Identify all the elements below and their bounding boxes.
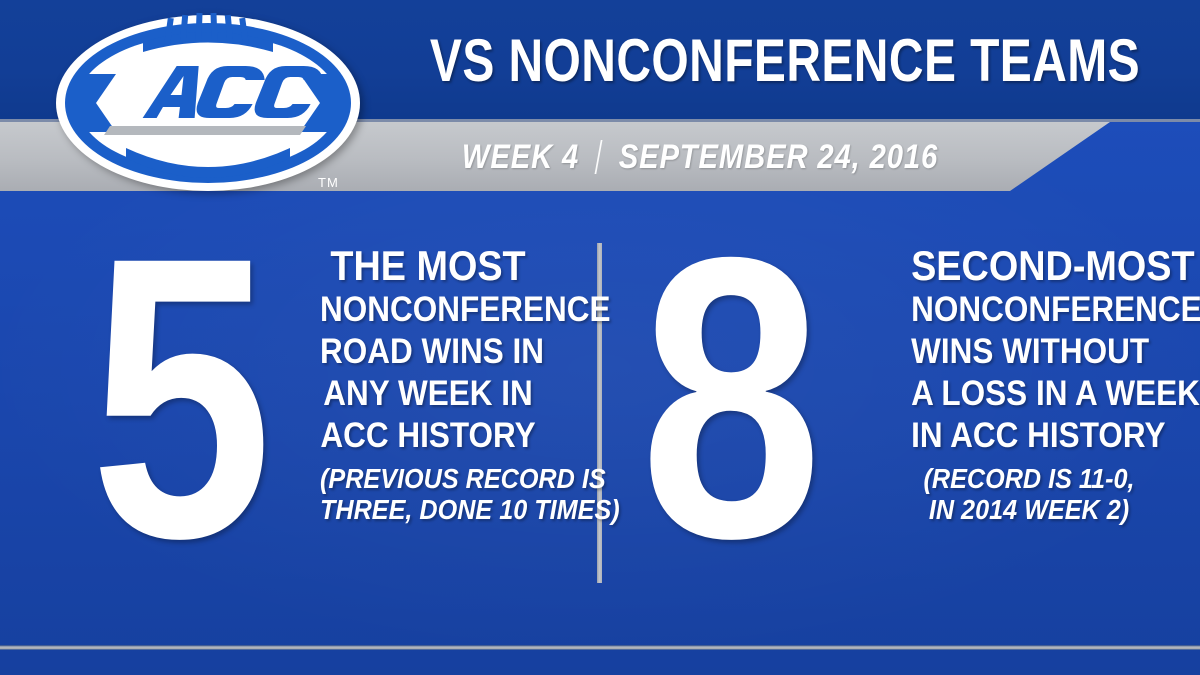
stat-text-right: SECOND-MOST NONCONFERENCE WINS WITHOUT A… [898, 230, 1200, 525]
stat-line-right-4: IN ACC HISTORY [911, 415, 1166, 455]
stat-line-left-1: NONCONFERENCE [320, 289, 611, 329]
subtitle-week: WEEK 4 [461, 137, 580, 176]
stat-line-right-3: A LOSS IN A WEEK [911, 373, 1200, 413]
stat-note-right-1: (RECORD IS 11-0, [923, 462, 1135, 494]
subtitle: WEEK 4 SEPTEMBER 24, 2016 [425, 126, 975, 188]
stat-lead-right: SECOND-MOST [911, 242, 1195, 289]
stat-number-right: 8 [640, 174, 822, 621]
subtitle-date: SEPTEMBER 24, 2016 [618, 137, 939, 176]
bottom-rule [0, 645, 1200, 650]
stat-note-left-2: THREE, DONE 10 TIMES) [320, 493, 620, 525]
stat-line-left-2: ROAD WINS IN [320, 331, 545, 371]
page-title: VS NONCONFERENCE TEAMS [429, 27, 1141, 94]
stat-line-right-1: NONCONFERENCE [911, 289, 1200, 329]
stat-lead-left: THE MOST [330, 242, 526, 289]
stat-line-left-4: ACC HISTORY [320, 415, 536, 455]
subtitle-separator [594, 140, 603, 174]
stat-block-left: 5 THE MOST NONCONFERENCE ROAD WINS IN AN… [90, 174, 620, 621]
stat-line-right-2: WINS WITHOUT [911, 331, 1150, 371]
stat-text-left: THE MOST NONCONFERENCE ROAD WINS IN ANY … [308, 230, 620, 525]
acc-football-logo-icon [56, 12, 360, 191]
stat-note-right-2: IN 2014 WEEK 2) [928, 493, 1130, 525]
stat-divider [597, 243, 602, 583]
stat-line-left-3: ANY WEEK IN [323, 373, 533, 413]
trademark-mark: TM [318, 175, 339, 190]
header-edge-line [0, 119, 1200, 122]
stat-number-left: 5 [90, 174, 272, 621]
stat-block-right: 8 SECOND-MOST NONCONFERENCE WINS WITHOUT… [640, 174, 1200, 621]
stat-note-left-1: (PREVIOUS RECORD IS [320, 462, 606, 494]
